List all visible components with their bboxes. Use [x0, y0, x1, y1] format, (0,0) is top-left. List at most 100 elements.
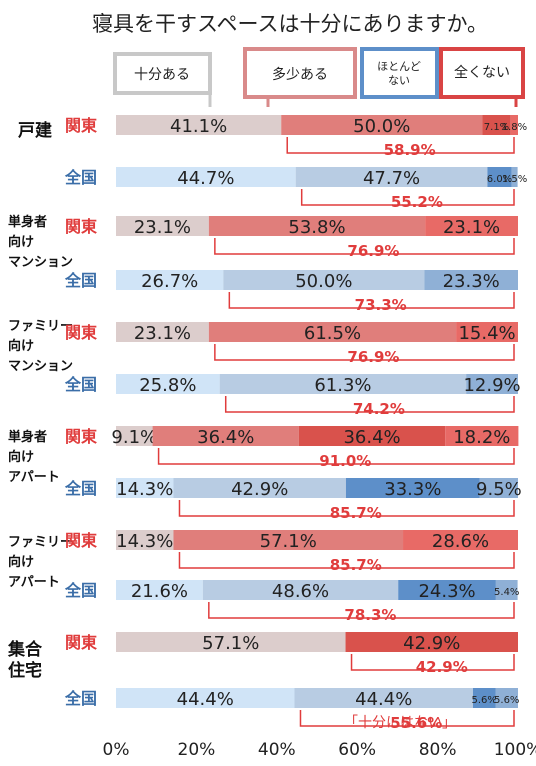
bar-segment [116, 530, 174, 550]
x-tick-label: 80% [419, 740, 457, 760]
data-label: 23.1% [443, 217, 500, 238]
bar-segment [424, 270, 518, 290]
region-label: 関東 [65, 633, 97, 652]
subtotal-label: 73.3% [355, 296, 407, 314]
category-label: 住宅 [8, 660, 42, 681]
region-label: 全国 [64, 479, 97, 498]
region-label: 関東 [65, 427, 97, 446]
category-label: 単身者 [8, 214, 47, 230]
data-label: 25.8% [139, 375, 196, 396]
data-label: 15.4% [458, 323, 515, 344]
subtotal-label: 85.7% [330, 504, 382, 522]
subtotal-bracket [214, 238, 515, 255]
data-label: 5.4% [494, 587, 519, 598]
bar-segment [173, 478, 346, 498]
bar-segment [425, 216, 518, 236]
subtotal-label: 76.9% [347, 242, 399, 260]
bar-segment [298, 426, 446, 446]
data-label: 50.0% [353, 116, 410, 137]
bar-segment [398, 580, 496, 600]
data-label: 26.7% [141, 271, 198, 292]
category-label: ファミリー [8, 535, 73, 550]
legend-label: 十分ある [134, 67, 190, 83]
subtotal-label: 55.2% [391, 193, 443, 211]
subtotal-bracket [350, 654, 515, 671]
subtotal-label: 74.2% [353, 400, 405, 418]
bar-segment [281, 115, 483, 135]
bar-segment [173, 530, 404, 550]
data-label: 61.3% [314, 375, 371, 396]
data-label: 28.6% [432, 531, 489, 552]
region-label: 全国 [64, 271, 97, 290]
subtotal-bracket [224, 396, 515, 413]
footnote: 「十分にはない」 [344, 715, 456, 731]
x-tick-label: 40% [258, 740, 296, 760]
legend-box [360, 47, 439, 99]
data-label: 41.1% [170, 116, 227, 137]
category-label: 向け [8, 234, 34, 250]
data-label: 42.9% [231, 479, 288, 500]
subtotal-label: 42.9% [416, 658, 468, 676]
subtotal-label: 85.7% [330, 556, 382, 574]
legend-box [243, 47, 357, 99]
data-label: 42.9% [403, 633, 460, 654]
region-label: 関東 [65, 217, 97, 236]
data-label: 36.4% [197, 427, 254, 448]
data-label: 5.6% [494, 695, 519, 706]
bar-segment [116, 115, 282, 135]
bar-segment [495, 580, 518, 600]
bar-segment [116, 478, 174, 498]
category-label: 向け [8, 554, 34, 570]
legend-label: ない [388, 74, 410, 87]
region-label: 全国 [64, 581, 97, 600]
bar-segment [345, 478, 480, 498]
category-label: マンション [8, 255, 73, 270]
subtotal-bracket [286, 137, 515, 154]
data-label: 23.3% [443, 271, 500, 292]
bar-segment [456, 322, 518, 342]
data-label: 7.1% [484, 122, 509, 133]
x-tick-label: 60% [338, 740, 376, 760]
subtotal-bracket [178, 500, 515, 517]
bar-segment [511, 167, 518, 187]
category-label: アパート [8, 470, 60, 485]
legend-label: 全くない [454, 64, 510, 81]
x-tick-label: 100% [494, 740, 536, 760]
subtotal-label: 91.0% [319, 452, 371, 470]
data-label: 18.2% [453, 427, 510, 448]
region-label: 全国 [64, 168, 97, 187]
region-label: 関東 [65, 323, 97, 342]
subtotal-bracket [214, 344, 515, 361]
bar-segment [472, 688, 496, 708]
legend-label: 多少ある [272, 66, 328, 83]
legend-box [439, 47, 525, 99]
bar-segment [223, 270, 425, 290]
subtotal-label: 78.3% [344, 606, 396, 624]
bar-segment [479, 478, 518, 498]
subtotal-bracket [228, 292, 515, 309]
data-label: 48.6% [272, 581, 329, 602]
data-label: 47.7% [363, 168, 420, 189]
subtotal-bracket [300, 189, 515, 206]
data-label: 44.4% [355, 689, 412, 710]
data-label: 12.9% [463, 375, 520, 396]
region-label: 全国 [64, 689, 97, 708]
data-label: 57.1% [260, 531, 317, 552]
bar-segment [208, 322, 457, 342]
subtotal-label: 76.9% [347, 348, 399, 366]
data-label: 14.3% [116, 479, 173, 500]
bar-segment [116, 426, 153, 446]
bar-segment [510, 115, 518, 135]
bar-segment [295, 167, 488, 187]
bar-segment [466, 374, 518, 394]
subtotal-label: 55.6% [390, 714, 442, 732]
subtotal-label: 58.9% [384, 141, 436, 159]
region-label: 関東 [65, 531, 97, 550]
data-label: 50.0% [295, 271, 352, 292]
data-label: 36.4% [343, 427, 400, 448]
data-label: 14.3% [116, 531, 173, 552]
bar-segment [116, 216, 209, 236]
bar-segment [487, 167, 512, 187]
bar-segment [202, 580, 399, 600]
